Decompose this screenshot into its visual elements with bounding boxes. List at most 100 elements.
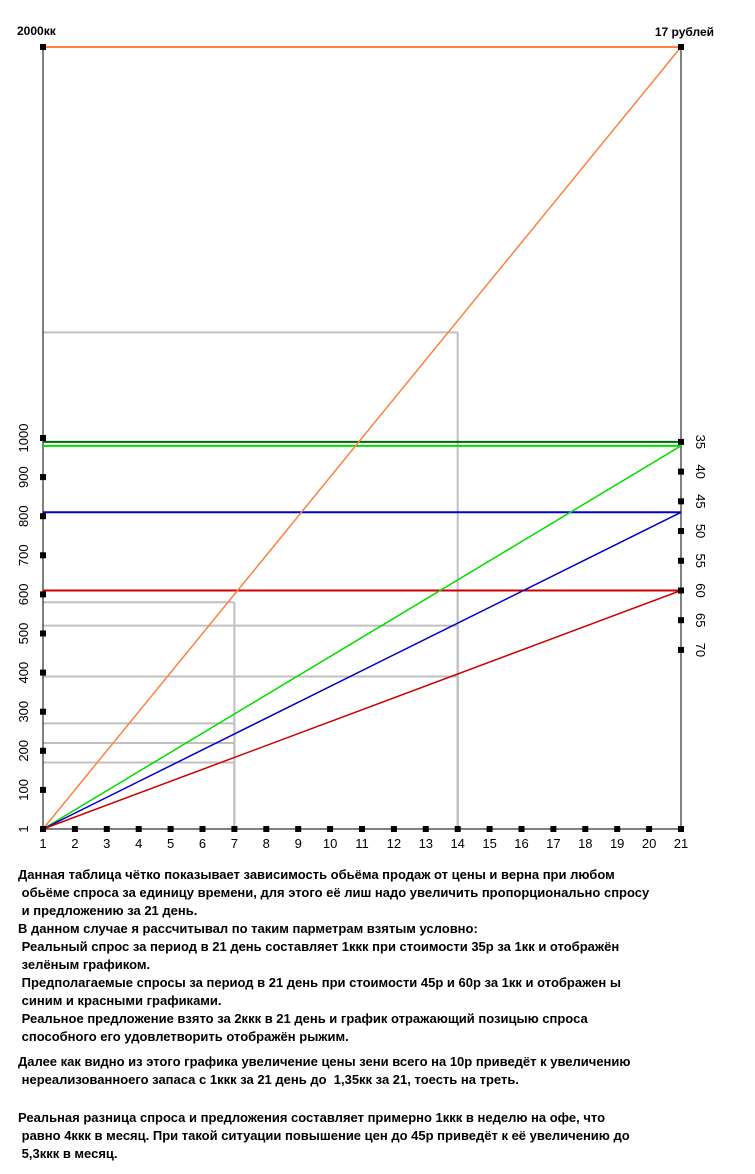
note-paragraph-2: В данном случае я рассчитывал по таким п…	[18, 921, 478, 936]
y-tick-marker	[40, 708, 46, 715]
y-tick-marker	[40, 669, 46, 676]
x-tick-label: 5	[167, 836, 174, 851]
x-tick-marker	[199, 826, 206, 832]
series-line-3	[42, 589, 682, 830]
x-tick-marker	[295, 826, 302, 832]
note-paragraph-7: Реальная разница спроса и предложения со…	[18, 1110, 630, 1161]
x-tick-label: 1	[39, 836, 46, 851]
notes-text: Данная таблица чётко показывает зависимо…	[18, 866, 743, 1163]
y-tick-marker	[40, 630, 46, 637]
x-tick-marker	[327, 826, 334, 832]
series-line-1	[42, 445, 682, 830]
right-tick-label: 65	[693, 613, 708, 627]
x-tick-label: 6	[199, 836, 206, 851]
corner-marker-right	[678, 44, 684, 50]
note-paragraph-6: Далее как видно из этого графика увеличе…	[18, 1054, 631, 1087]
x-tick-marker	[167, 826, 174, 832]
note-paragraph-3: Реальный спрос за период в 21 день соста…	[21, 939, 620, 972]
y-tick-marker	[40, 747, 46, 754]
x-tick-label: 13	[419, 836, 433, 851]
x-tick-marker	[135, 826, 142, 832]
right-tick-marker	[678, 438, 684, 445]
x-tick-label: 2	[71, 836, 78, 851]
right-tick-marker	[678, 646, 684, 653]
y-tick-marker	[40, 591, 46, 598]
series-line-0	[42, 46, 682, 830]
y-tick-label: 1	[16, 825, 31, 832]
right-tick-marker	[678, 617, 684, 624]
x-tick-marker	[422, 826, 429, 832]
guide-lines	[43, 331, 459, 829]
right-tick-marker	[678, 498, 684, 505]
tick-labels: 1 2 3 4 5 6 7 8 9 10 11 12 13 14 15 16 17 18 19 20 211100200…	[16, 424, 708, 851]
x-tick-marker	[263, 826, 270, 832]
right-tick-label: 45	[693, 494, 708, 508]
right-tick-label: 50	[693, 524, 708, 538]
x-tick-marker	[582, 826, 589, 832]
x-tick-marker	[103, 826, 110, 832]
y-tick-label: 700	[16, 544, 31, 566]
series-lines	[42, 46, 682, 830]
y-tick-marker	[40, 826, 46, 832]
corner-left-label: 2000кк	[17, 24, 57, 38]
note-paragraph-1: Данная таблица чётко показывает зависимо…	[18, 867, 650, 918]
x-tick-marker	[678, 826, 684, 832]
y-tick-marker	[40, 786, 46, 793]
x-tick-marker	[359, 826, 365, 832]
x-tick-marker	[550, 826, 557, 832]
y-tick-label: 500	[16, 623, 31, 645]
sales-volume-chart: 1 2 3 4 5 6 7 8 9 10 11 12 13 14 15 16 17 18 19 20 211100200…	[16, 24, 714, 851]
x-tick-marker	[486, 826, 493, 832]
y-tick-label: 400	[16, 662, 31, 684]
x-tick-label: 17	[546, 836, 560, 851]
right-tick-label: 35	[693, 435, 708, 449]
horizontal-level-lines	[43, 46, 681, 592]
x-tick-label: 12	[387, 836, 401, 851]
x-tick-marker	[454, 826, 461, 832]
x-tick-label: 10	[323, 836, 337, 851]
x-tick-label: 9	[295, 836, 302, 851]
x-tick-marker	[71, 826, 78, 832]
x-tick-label: 3	[103, 836, 110, 851]
y-tick-marker	[40, 435, 46, 441]
x-tick-label: 16	[514, 836, 528, 851]
y-tick-marker	[40, 474, 46, 481]
note-paragraph-4: Предполагаемые спросы за период в 21 ден…	[21, 975, 621, 1008]
x-tick-marker	[614, 826, 621, 832]
x-tick-marker	[390, 826, 397, 832]
right-tick-label: 70	[693, 643, 708, 657]
x-tick-label: 4	[135, 836, 142, 851]
x-tick-label: 11	[355, 836, 369, 851]
x-tick-marker	[518, 826, 525, 832]
note-paragraph-5: Реальное предложение взято за 2ккк в 21 …	[21, 1011, 588, 1044]
right-tick-marker	[678, 557, 684, 564]
right-tick-label: 40	[693, 464, 708, 478]
right-tick-label: 55	[693, 554, 708, 568]
corner-marker-left	[40, 44, 46, 50]
y-tick-label: 900	[16, 466, 31, 488]
y-tick-label: 100	[16, 779, 31, 801]
right-tick-label: 60	[693, 583, 708, 597]
x-tick-label: 21	[674, 836, 688, 851]
corner-right-label: 17 рублей	[655, 25, 714, 39]
right-tick-marker	[678, 528, 684, 535]
y-tick-marker	[40, 513, 46, 520]
x-tick-label: 14	[450, 836, 464, 851]
tick-markers	[40, 44, 684, 832]
series-line-2	[42, 511, 682, 830]
x-tick-label: 15	[482, 836, 496, 851]
x-tick-marker	[646, 826, 653, 832]
right-tick-marker	[678, 468, 684, 475]
x-tick-label: 19	[610, 836, 624, 851]
x-tick-marker	[231, 826, 238, 832]
x-tick-label: 20	[642, 836, 656, 851]
y-tick-label: 1000	[16, 424, 31, 453]
x-tick-label: 7	[231, 836, 238, 851]
y-tick-label: 600	[16, 584, 31, 606]
x-tick-label: 8	[263, 836, 270, 851]
y-tick-label: 200	[16, 740, 31, 762]
y-tick-label: 800	[16, 505, 31, 527]
y-tick-label: 300	[16, 701, 31, 723]
right-tick-marker	[678, 587, 684, 594]
y-tick-marker	[40, 552, 46, 559]
